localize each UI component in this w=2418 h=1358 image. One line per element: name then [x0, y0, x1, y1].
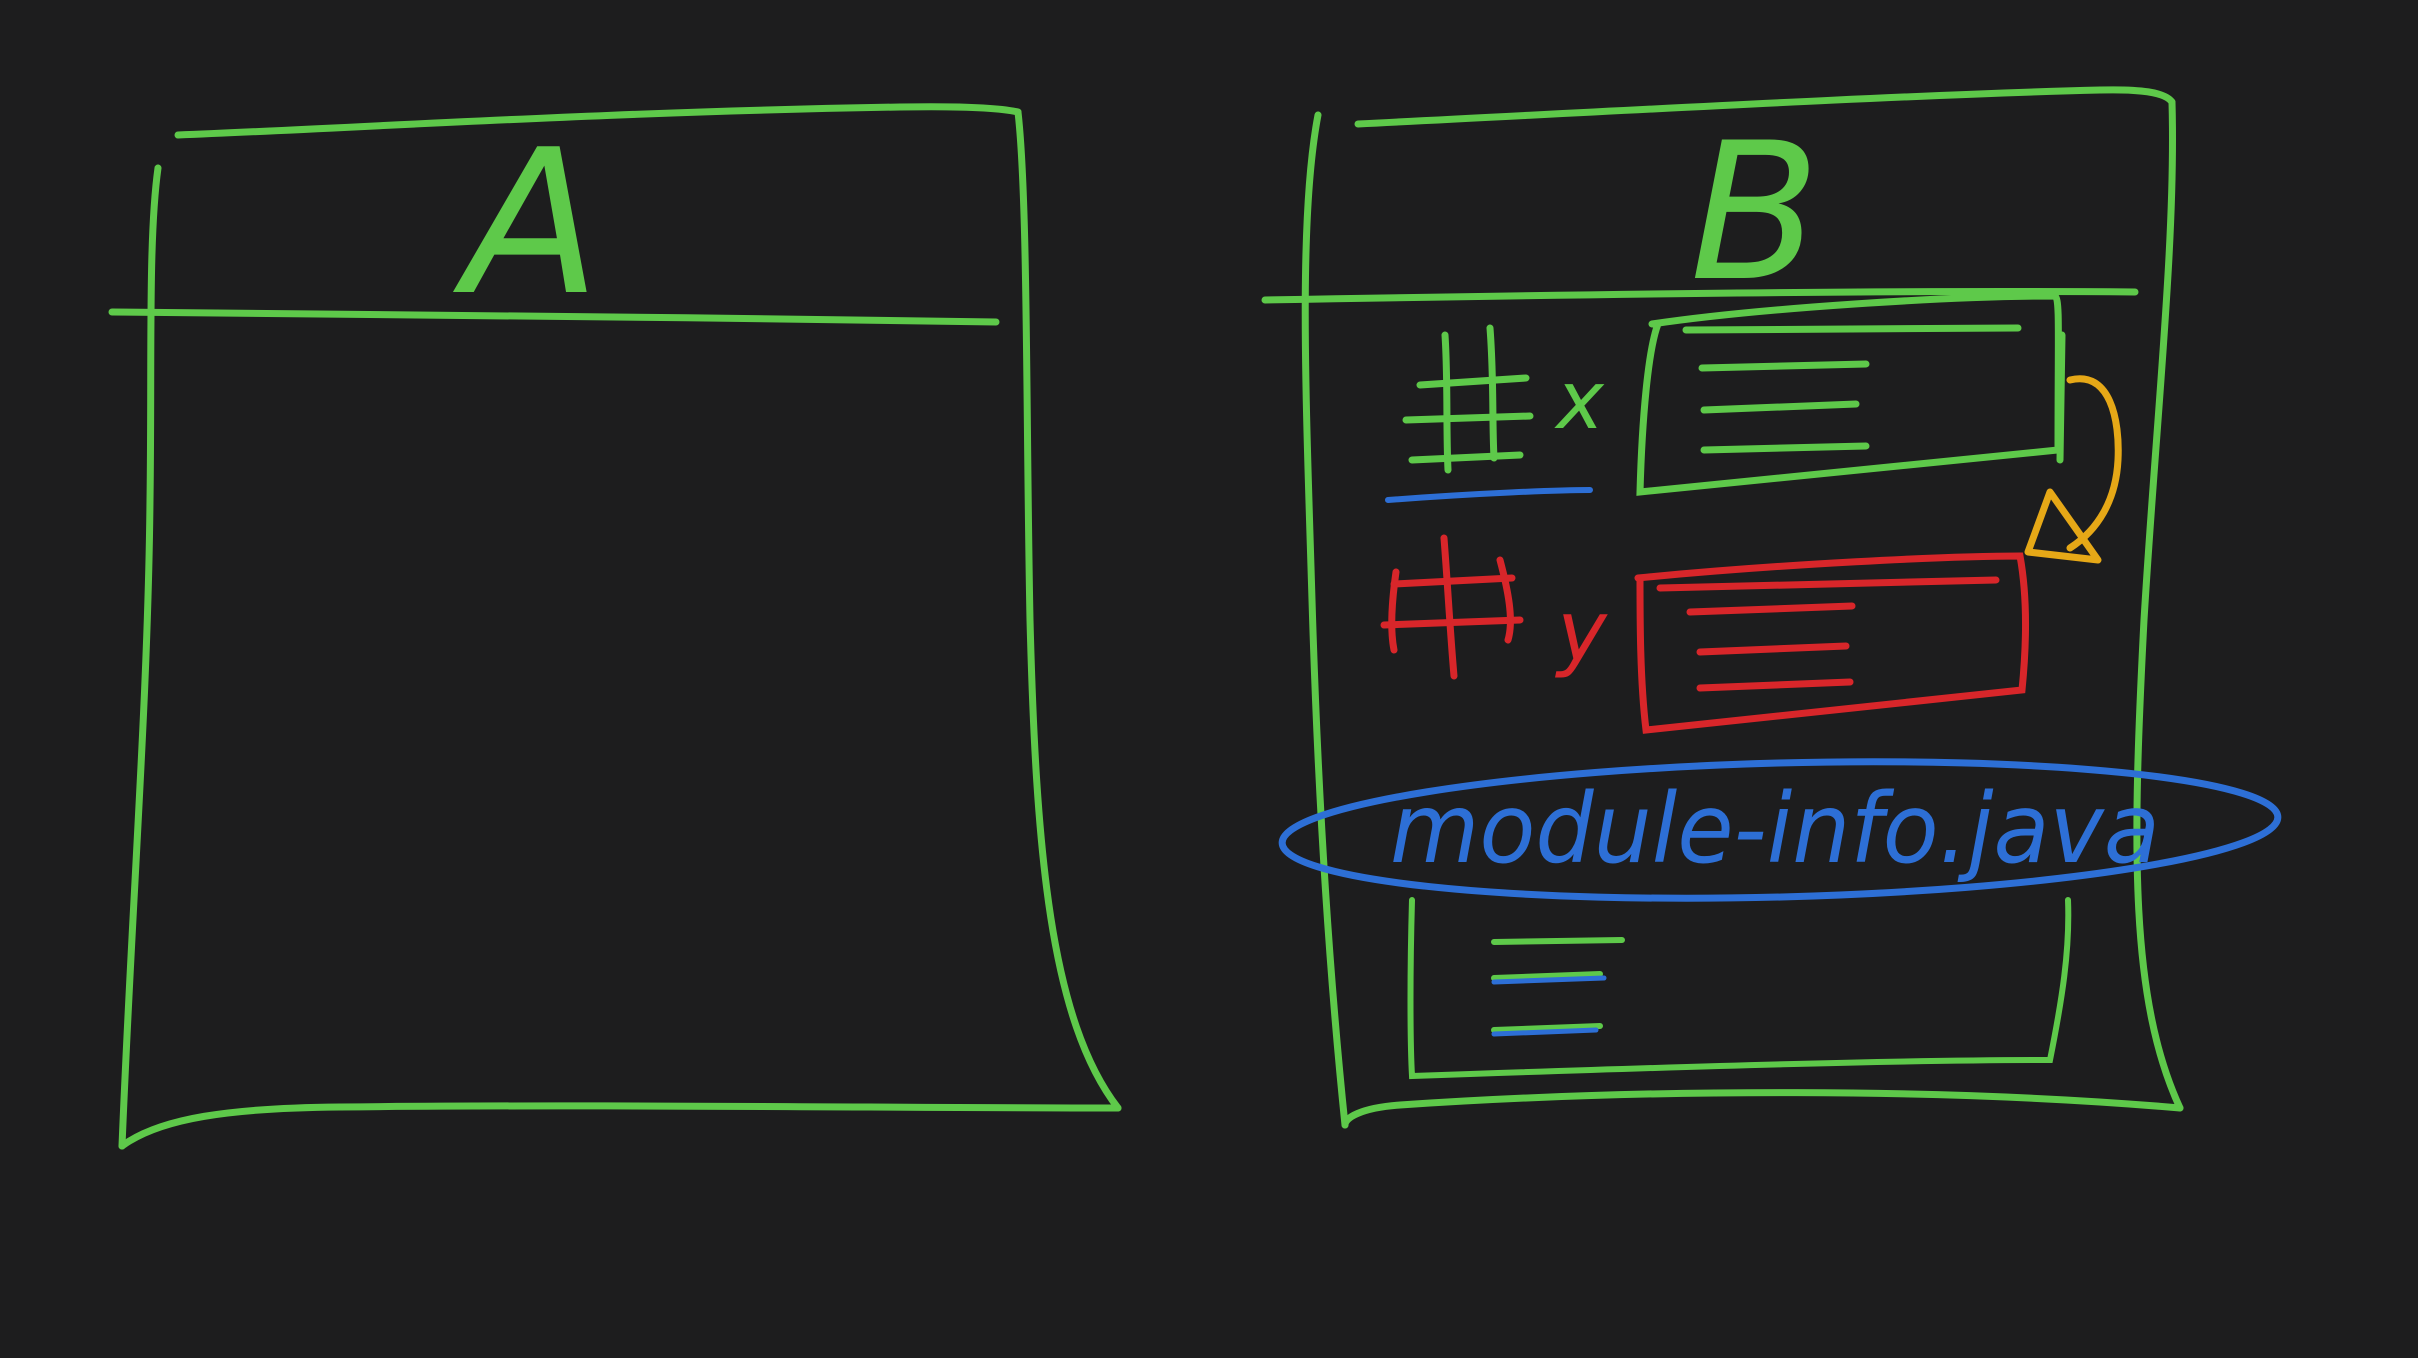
- package-x: [1402, 292, 2066, 496]
- resources-box-outline: [1407, 897, 2072, 1080]
- module-a-left-edge: [118, 164, 162, 1150]
- module-a-header-divider: [108, 308, 1000, 326]
- package-y-class-line: [1696, 678, 1854, 692]
- module-a-right-edge: [1014, 108, 1122, 1112]
- package-x-class-box-inner: [1682, 324, 2066, 464]
- resources-line-underline: [1491, 1027, 1599, 1037]
- package-y-class-line: [1686, 602, 1856, 616]
- resources-line: [1491, 937, 1625, 945]
- module-b-left-edge: [1301, 111, 1349, 1129]
- package-y-class-box-inner: [1656, 576, 2000, 592]
- package-x-name: x: [1553, 354, 1605, 447]
- module-b-right-edge: [2133, 98, 2184, 1112]
- module-a-label: A: [453, 107, 601, 340]
- package-y: [1380, 534, 2029, 734]
- package-y-hash-icon: [1380, 534, 1524, 680]
- package-x-class-box: [1636, 292, 2062, 496]
- package-x-underline: [1385, 487, 1593, 503]
- resources-line-underline: [1491, 975, 1607, 985]
- package-y-class-line: [1696, 642, 1850, 656]
- package-x-class-line: [1700, 442, 1870, 454]
- resources-line: [1491, 1023, 1603, 1033]
- module-a-bottom-edge: [118, 1102, 1122, 1150]
- resources-box: [1407, 897, 2072, 1080]
- package-y-class-box: [1634, 552, 2029, 734]
- module-b-bottom-edge: [1341, 1089, 2184, 1129]
- module-b-top-edge: [1354, 86, 2176, 128]
- dependency-arrow: [2024, 375, 2122, 564]
- module-b-label: B: [1690, 102, 1820, 323]
- dependency-arrow-curve: [2066, 375, 2122, 552]
- arrow-head-icon: [2024, 488, 2102, 564]
- resources-line: [1491, 971, 1603, 981]
- module-a-top-edge: [174, 103, 1022, 139]
- package-y-name: y: [1554, 582, 1608, 680]
- module-info-label: module-info.java: [1390, 773, 2160, 885]
- package-x-class-line: [1700, 400, 1860, 414]
- package-x-class-line: [1698, 360, 1870, 372]
- module-info-ellipse: [1278, 758, 2282, 902]
- module-b-header-divider: [1261, 287, 2139, 304]
- package-x-hash-icon: [1402, 324, 1534, 474]
- module-b: [1261, 86, 2184, 1129]
- module-a: [108, 103, 1122, 1150]
